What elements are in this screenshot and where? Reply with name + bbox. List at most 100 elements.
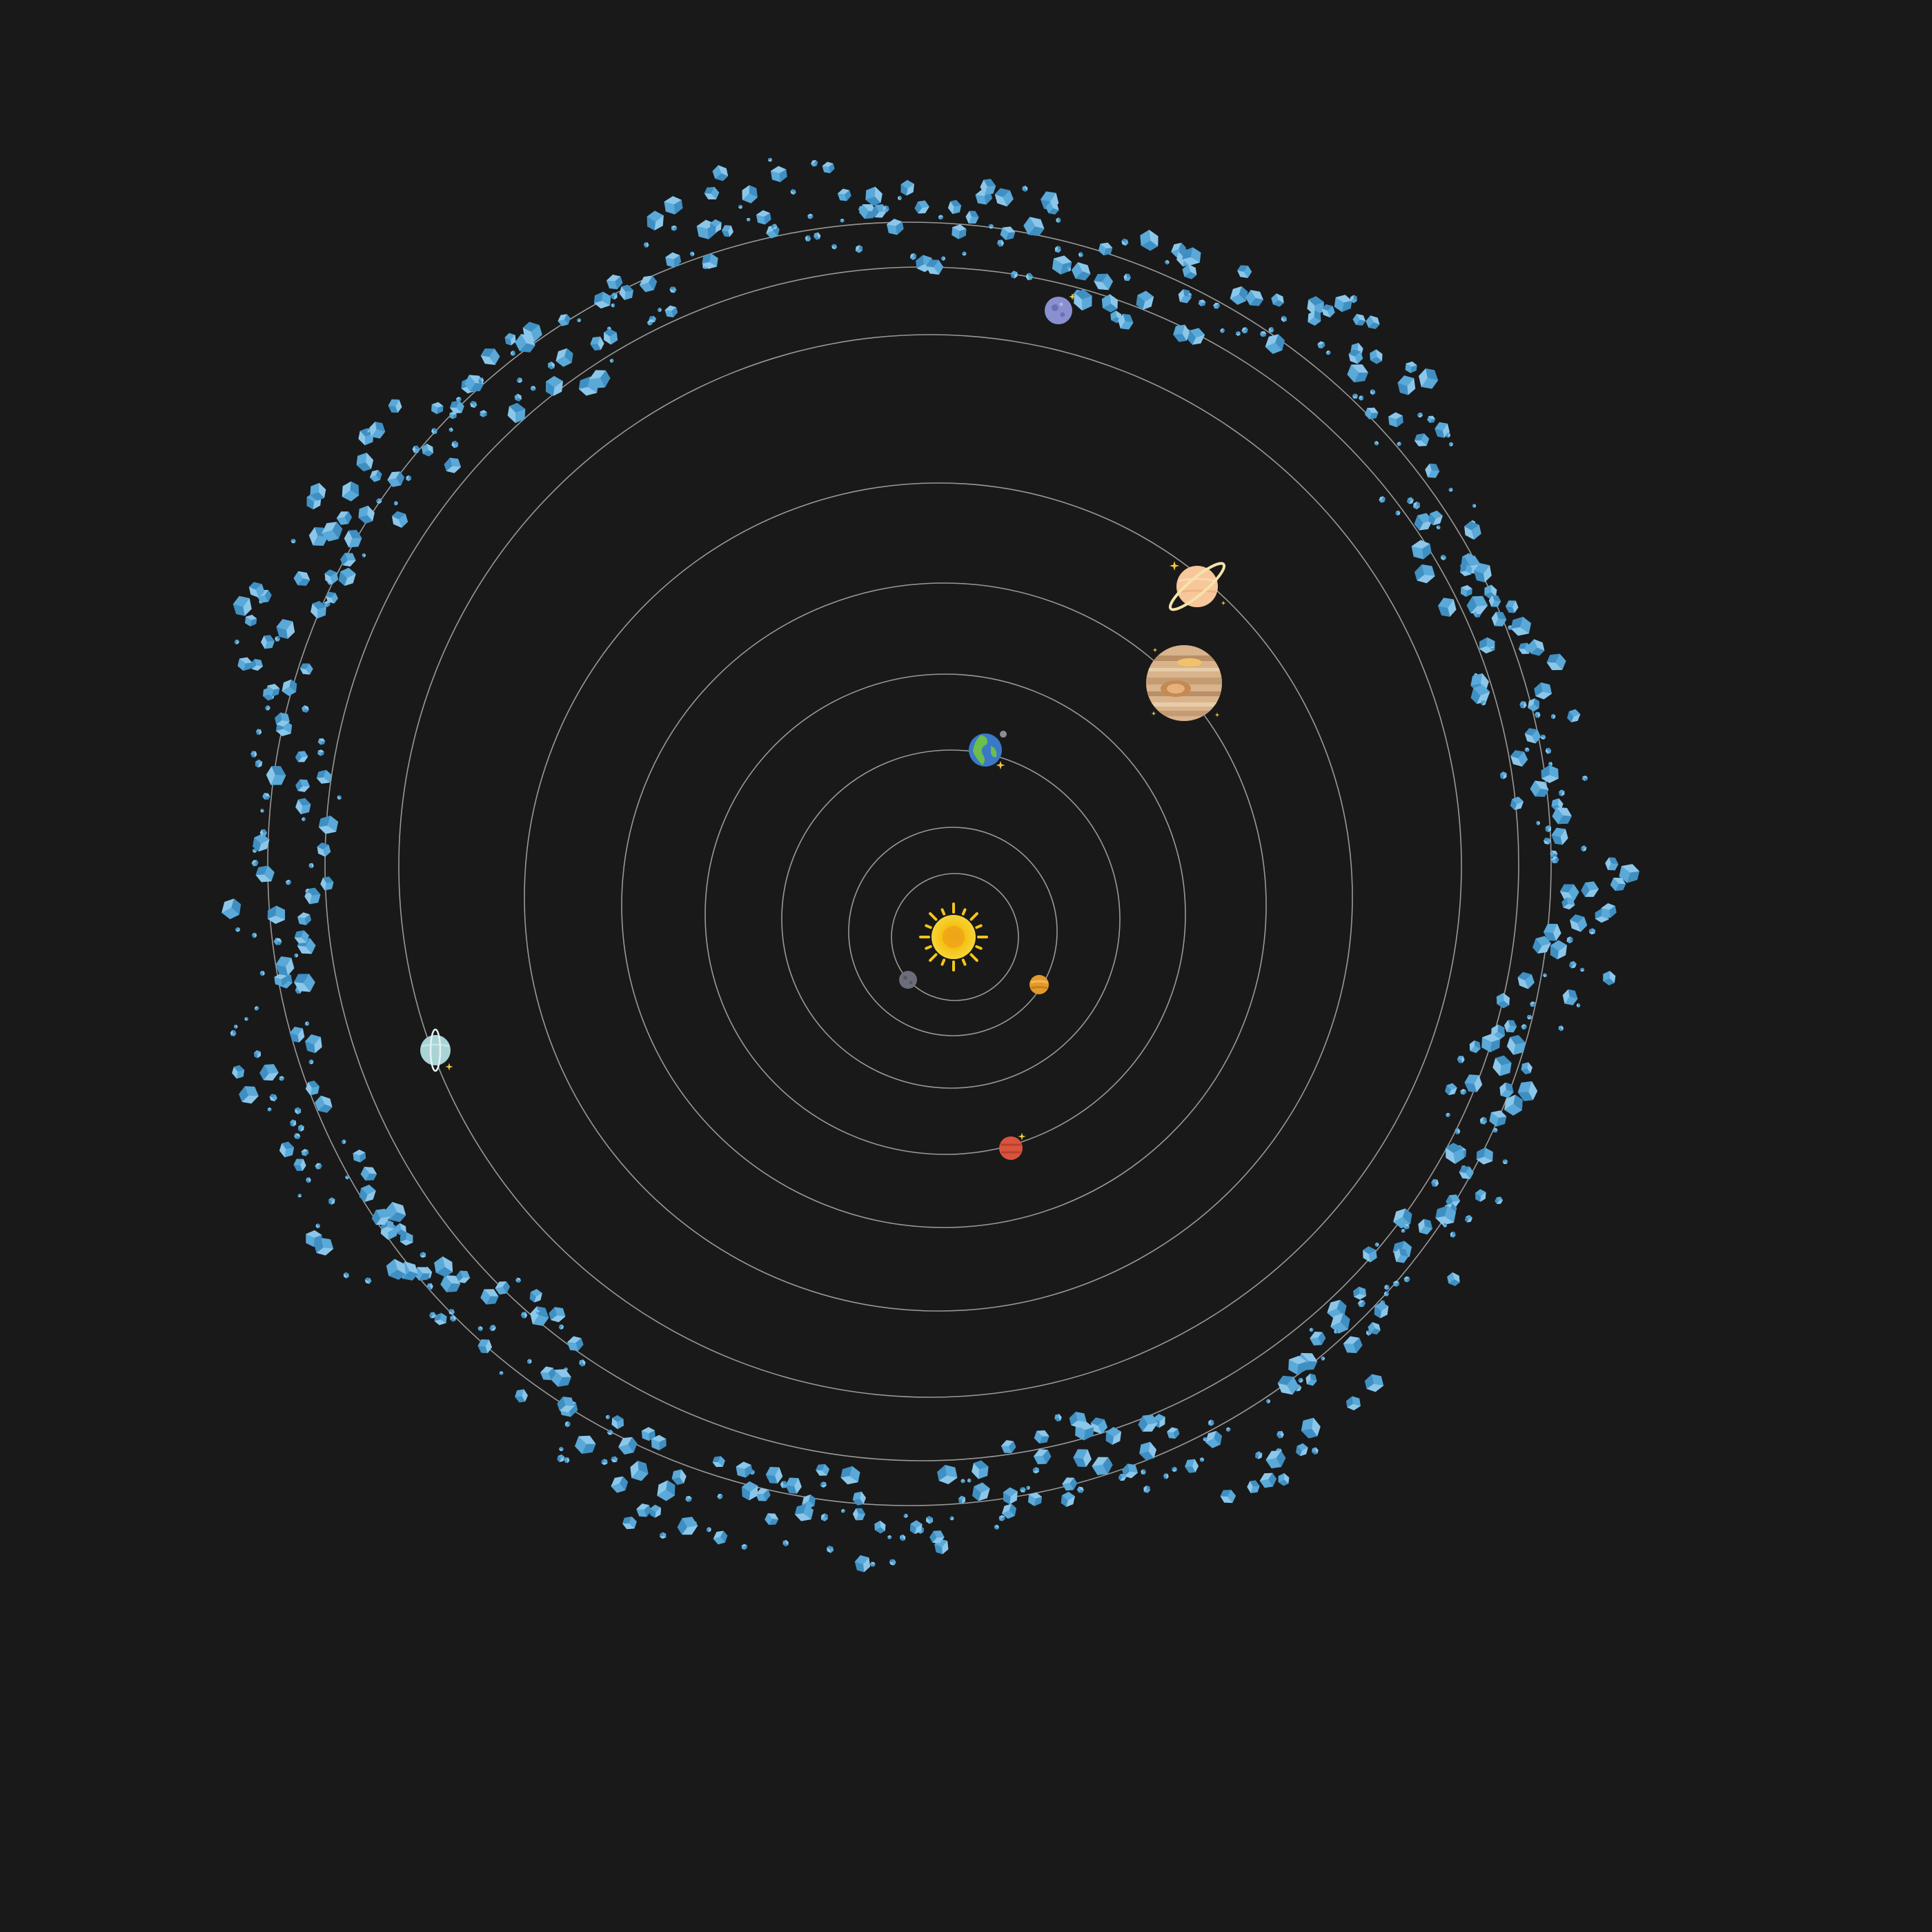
orbit-saturn: [524, 482, 1353, 1312]
asteroid-icon: [1033, 1428, 1051, 1446]
asteroid-icon: [1534, 711, 1541, 718]
asteroid-icon: [1520, 1023, 1528, 1031]
asteroid-icon: [1599, 969, 1619, 987]
asteroid-icon: [608, 1472, 631, 1496]
asteroid-icon: [1243, 286, 1266, 310]
asteroid-icon: [888, 1557, 897, 1567]
asteroid-icon: [1134, 1410, 1161, 1437]
asteroid-icon: [230, 1029, 237, 1036]
asteroid-icon: [1472, 1187, 1488, 1203]
orbit-jupiter: [621, 582, 1267, 1228]
asteroid-icon: [541, 373, 566, 399]
asteroid-icon: [621, 1515, 638, 1531]
asteroid-icon: [1457, 1055, 1466, 1064]
asteroid-icon: [564, 1457, 570, 1463]
asteroid-icon: [1363, 313, 1383, 332]
asteroid-icon: [1544, 747, 1552, 755]
asteroid-icon: [300, 1147, 310, 1157]
asteroid-icon: [1240, 326, 1250, 335]
asteroid-icon: [721, 225, 734, 237]
asteroid-icon: [1359, 1243, 1381, 1265]
asteroid-icon: [1275, 1471, 1292, 1488]
asteroid-icon: [1468, 1039, 1483, 1054]
asteroid-icon: [513, 392, 524, 403]
asteroid-icon: [1532, 680, 1554, 702]
asteroid-icon: [1545, 651, 1568, 673]
asteroid-icon: [288, 1118, 297, 1127]
asteroid-icon: [952, 224, 967, 239]
asteroid-icon: [643, 241, 649, 248]
asteroid-icon: [426, 1282, 434, 1290]
asteroid-icon: [279, 1076, 284, 1081]
asteroid-icon: [1539, 764, 1560, 785]
asteroid-icon: [1276, 1430, 1285, 1439]
asteroid-icon: [1504, 1019, 1517, 1033]
asteroid-icon: [1346, 361, 1370, 386]
asteroid-icon: [284, 878, 293, 886]
asteroid-icon: [909, 252, 918, 262]
asteroid-icon: [1171, 1466, 1178, 1472]
orbit-venus: [848, 827, 1058, 1036]
asteroid-icon: [1435, 524, 1441, 531]
asteroid-icon: [1235, 331, 1241, 336]
asteroid-icon: [1092, 270, 1115, 293]
asteroid-icon: [1403, 1275, 1411, 1283]
jupiter-icon: [1146, 645, 1222, 721]
asteroid-icon: [430, 426, 439, 435]
asteroid-icon: [1132, 288, 1157, 313]
asteroid-icon: [1198, 299, 1206, 307]
asteroid-icon: [336, 794, 343, 800]
asteroid-icon: [1054, 245, 1062, 253]
orbit-uranus: [398, 334, 1462, 1398]
asteroid-icon: [1298, 1415, 1323, 1441]
asteroid-icon: [885, 217, 906, 237]
asteroid-icon: [1235, 262, 1254, 281]
asteroid-icon: [308, 1058, 315, 1065]
asteroid-icon: [1078, 252, 1084, 257]
asteroid-icon: [702, 184, 721, 202]
asteroid-icon: [1448, 487, 1454, 493]
asteroid-icon: [887, 1535, 892, 1540]
asteroid-icon: [442, 455, 463, 476]
mercury-icon: [899, 971, 917, 989]
asteroid-icon: [1412, 500, 1422, 511]
orbits: [267, 221, 1552, 1506]
asteroid-icon: [319, 875, 336, 892]
asteroid-icon: [368, 467, 384, 484]
asteroid-icon: [301, 816, 307, 822]
asteroid-icon: [233, 1024, 239, 1029]
asteroid-icon: [765, 1466, 783, 1484]
asteroid-icon: [321, 566, 342, 586]
asteroid-icon: [259, 633, 276, 651]
asteroid-icon: [250, 751, 257, 758]
asteroid-icon: [999, 224, 1016, 242]
asteroid-icon: [1304, 1372, 1318, 1387]
asteroid-icon: [738, 204, 743, 210]
asteroid-icon: [302, 886, 323, 906]
asteroid-icon: [967, 1478, 972, 1483]
uranus-icon: [420, 1028, 453, 1072]
asteroid-icon: [1366, 347, 1386, 366]
asteroid-icon: [248, 657, 265, 673]
asteroid-icon: [820, 159, 836, 175]
asteroid-icon: [1076, 1485, 1085, 1495]
asteroid-icon: [253, 1005, 260, 1012]
asteroid-icon: [1141, 1469, 1146, 1475]
asteroid-icon: [1373, 440, 1380, 446]
asteroid-icon: [298, 660, 315, 677]
asteroid-icon: [949, 1515, 955, 1521]
asteroid-icon: [304, 1021, 310, 1027]
asteroid-icon: [1058, 1489, 1078, 1510]
asteroid-icon: [940, 255, 947, 262]
asteroid-icon: [305, 1176, 312, 1184]
asteroid-icon: [261, 791, 271, 802]
asteroid-icon: [1460, 584, 1472, 598]
asteroid-icon: [480, 409, 488, 418]
asteroid-icon: [1579, 967, 1585, 973]
asteroid-icon: [1505, 600, 1519, 613]
asteroid-icon: [513, 1388, 529, 1404]
asteroid-icon: [805, 235, 811, 241]
asteroid-icon: [1245, 1479, 1261, 1495]
asteroid-icon: [1476, 1147, 1494, 1165]
orbit-mercury: [891, 873, 1019, 1001]
